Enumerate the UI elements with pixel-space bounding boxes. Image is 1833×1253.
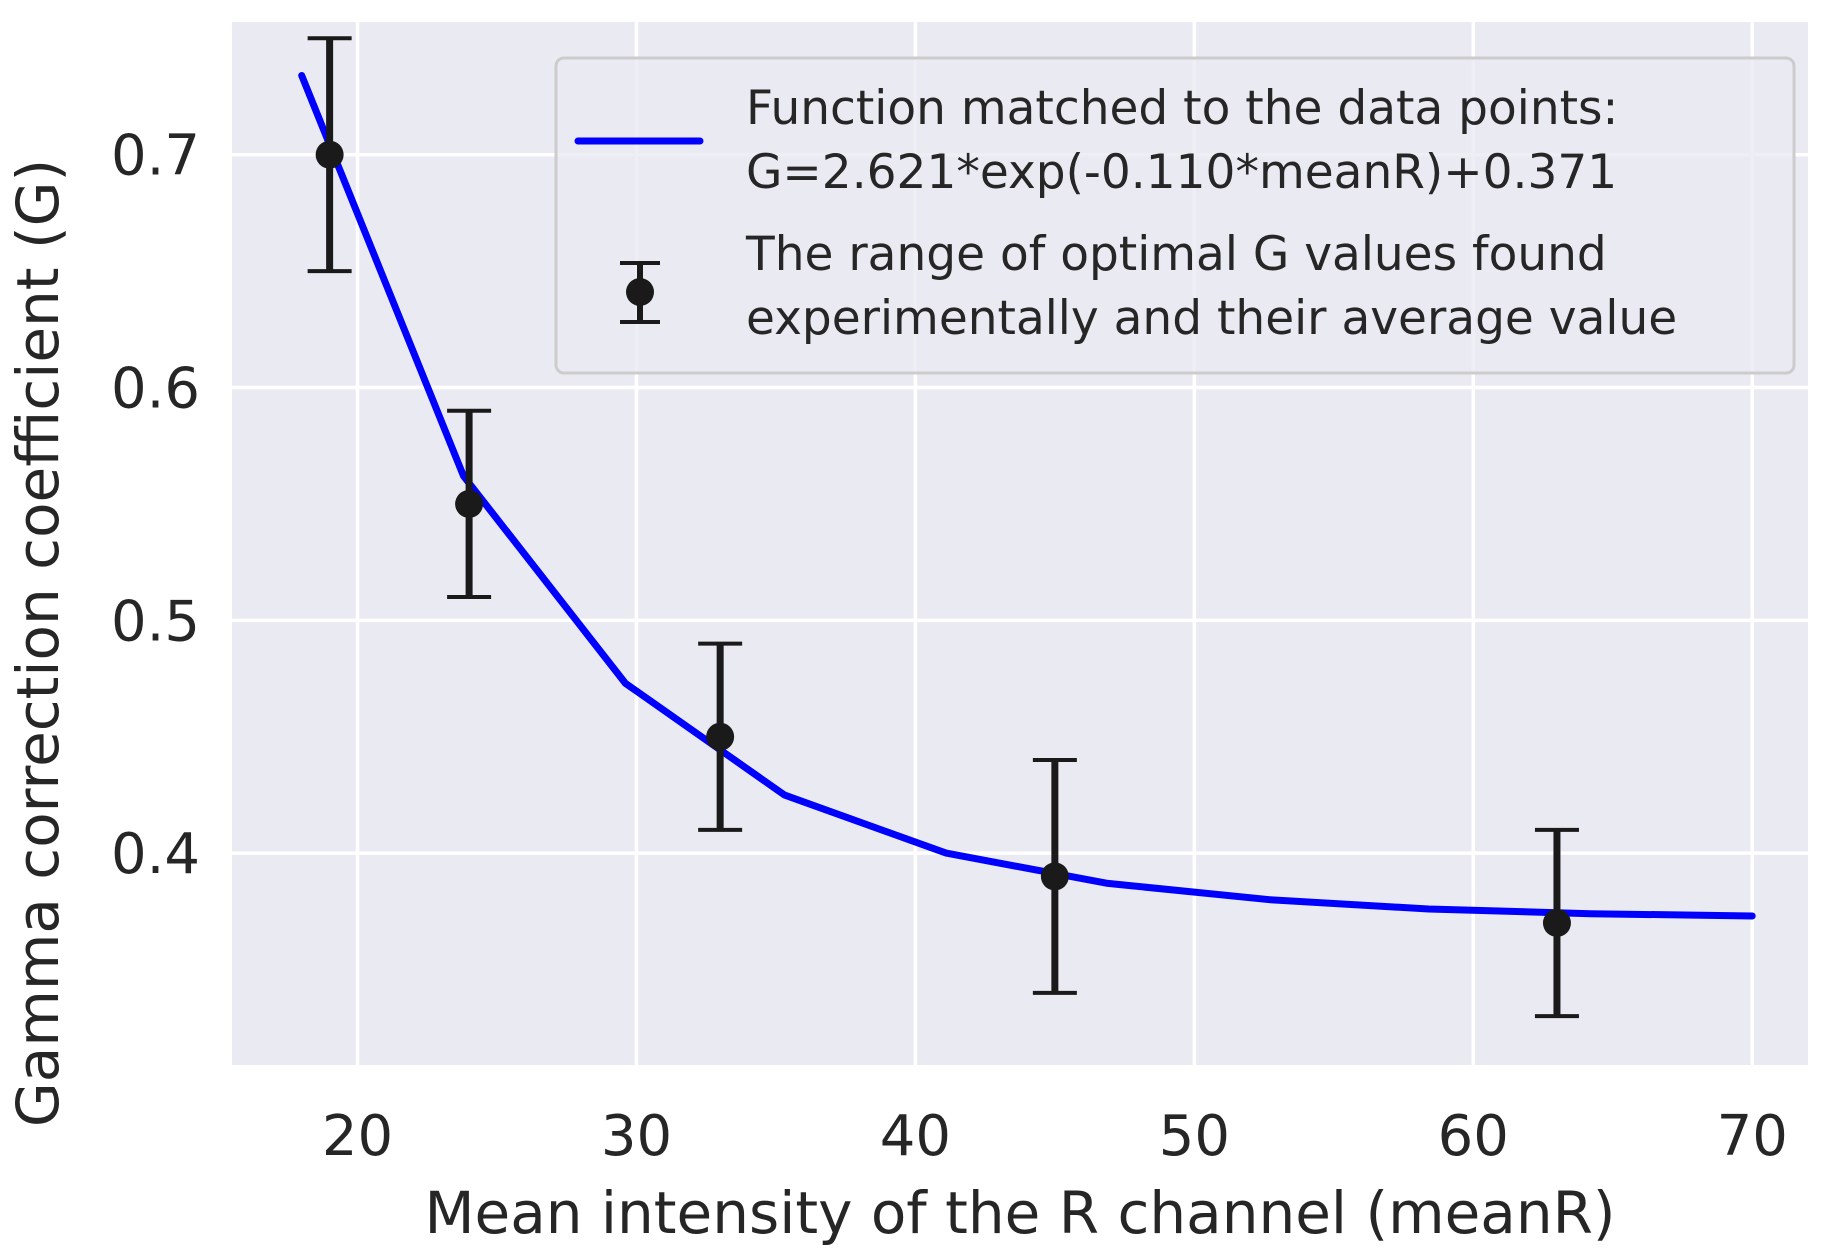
x-tick-label: 60 <box>1438 1104 1509 1169</box>
legend-line-label-1: Function matched to the data points: <box>746 81 1618 136</box>
y-tick-label: 0.6 <box>111 357 200 422</box>
legend-line-label-2: G=2.621*exp(-0.110*meanR)+0.371 <box>746 145 1617 200</box>
x-tick-labels: 20 30 40 50 60 70 <box>322 1104 1788 1169</box>
x-tick-label: 50 <box>1159 1104 1230 1169</box>
mean-point <box>706 722 735 751</box>
y-tick-label: 0.5 <box>111 589 200 654</box>
legend-errorbar-label-2: experimentally and their average value <box>746 291 1677 346</box>
mean-point <box>1542 908 1571 937</box>
data-layer <box>298 36 1756 1019</box>
mean-point <box>455 489 484 518</box>
errorbar-point <box>1032 758 1077 995</box>
legend-box <box>554 56 1796 375</box>
legend-errorbar-swatch <box>620 261 660 324</box>
errorbar-point <box>447 408 492 600</box>
x-axis-label: Mean intensity of the R channel (meanR) <box>424 1179 1615 1247</box>
x-tick-label: 40 <box>880 1104 951 1169</box>
legend: Function matched to the data points: G=2… <box>554 56 1796 375</box>
y-axis-label: Gamma correction coefficient (G) <box>4 159 72 1127</box>
errorbar-point <box>698 641 743 832</box>
y-tick-label: 0.4 <box>111 822 200 887</box>
legend-errorbar-label-1: The range of optimal G values found <box>745 227 1607 282</box>
mean-point <box>1040 862 1069 891</box>
x-tick-label: 70 <box>1717 1104 1788 1169</box>
x-tick-label: 30 <box>601 1104 672 1169</box>
mean-point <box>315 140 344 169</box>
errorbar-point <box>307 36 352 274</box>
x-tick-label: 20 <box>322 1104 393 1169</box>
fitted-curve-line <box>298 72 1756 920</box>
y-tick-label: 0.7 <box>111 124 200 189</box>
y-tick-labels: 0.4 0.5 0.6 0.7 <box>111 124 200 887</box>
errorbar-point <box>1534 827 1579 1019</box>
